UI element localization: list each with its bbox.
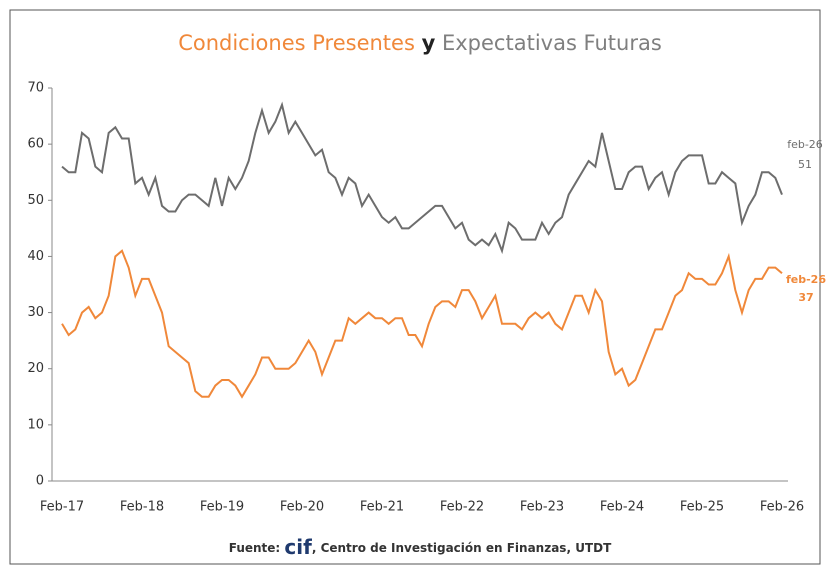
annotation-date: feb-26 (786, 273, 826, 286)
y-tick-label: 30 (27, 305, 44, 320)
x-tick-label: Feb-18 (120, 500, 164, 515)
x-tick-label: Feb-22 (440, 500, 484, 515)
title-part: Condiciones Presentes (178, 31, 415, 55)
y-tick-label: 20 (27, 361, 44, 376)
title-part: y (422, 31, 436, 55)
x-tick-label: Feb-19 (200, 500, 244, 515)
source: Fuente: cif, Centro de Investigación en … (229, 535, 612, 559)
y-tick-label: 50 (27, 193, 44, 208)
x-tick-label: Feb-17 (40, 500, 84, 515)
series-line (61, 249, 783, 399)
y-tick-label: 70 (27, 81, 44, 96)
x-tick-label: Feb-25 (680, 500, 724, 515)
chart-title: Condiciones Presentes y Expectativas Fut… (178, 31, 662, 55)
source-prefix: Fuente: (229, 541, 281, 555)
chart-frame (9, 9, 821, 565)
y-tick-label: 60 (27, 137, 44, 152)
x-tick-label: Feb-24 (600, 500, 644, 515)
x-tick-label: Feb-23 (520, 500, 564, 515)
annotation-value: 51 (798, 158, 812, 171)
y-tick-label: 10 (27, 417, 44, 432)
annotation-value: 37 (798, 291, 813, 304)
x-tick-label: Feb-20 (280, 500, 324, 515)
y-tick-label: 40 (27, 249, 44, 264)
source-logo: cif (284, 535, 312, 559)
series-line (61, 101, 783, 255)
x-tick-label: Feb-26 (760, 500, 804, 515)
y-tick-label: 0 (36, 474, 44, 489)
source-text: , Centro de Investigación en Finanzas, U… (312, 541, 612, 555)
x-tick-label: Feb-21 (360, 500, 404, 515)
title-part: Expectativas Futuras (442, 31, 662, 55)
annotation-date: feb-26 (787, 138, 823, 151)
